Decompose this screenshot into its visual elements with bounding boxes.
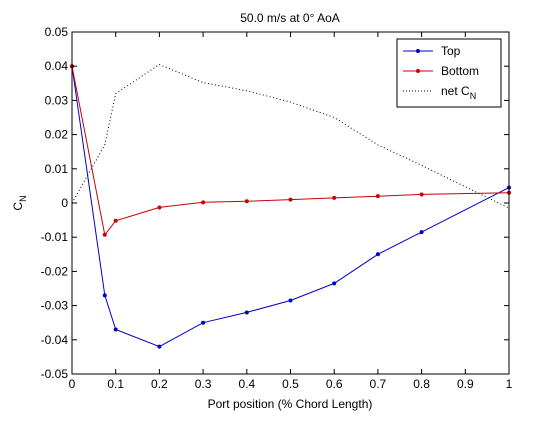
- legend-label-net-cn-sub: N: [470, 91, 477, 101]
- legend-box: [396, 38, 502, 108]
- data-point: [332, 195, 337, 200]
- data-point: [102, 293, 107, 298]
- data-point: [288, 298, 293, 303]
- legend-label-net-cn-main: net C: [441, 84, 470, 98]
- y-tick-label: 0.02: [45, 128, 69, 142]
- y-tick-label: -0.05: [41, 367, 69, 381]
- y-tick-label: 0.04: [45, 59, 69, 73]
- data-point: [201, 200, 206, 205]
- x-tick-label: 0.5: [282, 377, 299, 391]
- data-point: [113, 327, 118, 332]
- x-axis-label: Port position (% Chord Length): [208, 397, 373, 411]
- x-tick-label: 0.8: [413, 377, 430, 391]
- x-tick-label: 0.6: [326, 377, 343, 391]
- data-point: [288, 197, 293, 202]
- y-tick-label: -0.04: [41, 333, 69, 347]
- data-point: [375, 252, 380, 257]
- y-axis-label-main: C: [11, 202, 25, 211]
- y-tick-label: -0.02: [41, 264, 69, 278]
- legend: Top Bottom net CN: [396, 38, 502, 108]
- y-tick-label: 0.03: [45, 93, 69, 107]
- y-tick-label: 0: [61, 196, 68, 210]
- data-point: [102, 232, 107, 237]
- legend-label-net-cn: net CN: [441, 84, 476, 101]
- y-axis-label: CN: [11, 195, 28, 210]
- x-tick-label: 0.3: [195, 377, 212, 391]
- data-point: [375, 194, 380, 199]
- y-axis-label-sub: N: [18, 195, 28, 202]
- data-point: [244, 199, 249, 204]
- y-tick-label: -0.03: [41, 299, 69, 313]
- x-tick-label: 0.4: [238, 377, 255, 391]
- data-point: [201, 320, 206, 325]
- x-tick-label: 0: [69, 377, 76, 391]
- legend-label-top: Top: [441, 44, 461, 58]
- legend-label-bottom: Bottom: [441, 64, 479, 78]
- x-tick-label: 0.1: [107, 377, 124, 391]
- data-point: [244, 310, 249, 315]
- legend-marker-top: [416, 49, 420, 53]
- data-point: [332, 281, 337, 286]
- data-point: [419, 192, 424, 197]
- x-tick-label: 0.7: [370, 377, 387, 391]
- data-point: [419, 230, 424, 235]
- legend-marker-bottom: [416, 69, 420, 73]
- tick-layer: 0 0.1 0.2 0.3 0.4 0.5 0.6 0.7 0.8 0.9 1 -0.05 -0.04 -…: [41, 25, 513, 391]
- data-point: [157, 344, 162, 349]
- x-tick-label: 0.2: [151, 377, 168, 391]
- y-tick-label: -0.01: [41, 230, 69, 244]
- series-layer: [70, 63, 511, 349]
- x-tick-label: 1: [506, 377, 513, 391]
- y-tick-label: 0.01: [45, 162, 69, 176]
- chart-title: 50.0 m/s at 0° AoA: [240, 11, 340, 25]
- data-point: [157, 205, 162, 210]
- series-line-2: [71, 63, 510, 209]
- x-tick-label: 0.9: [457, 377, 474, 391]
- y-tick-label: 0.05: [45, 25, 69, 39]
- data-point: [113, 218, 118, 223]
